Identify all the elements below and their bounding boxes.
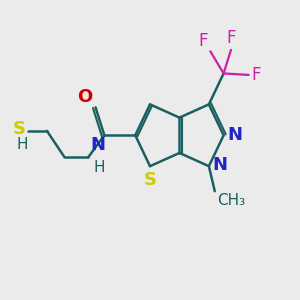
Text: O: O [77,88,93,106]
Text: N: N [91,136,106,154]
Text: CH₃: CH₃ [217,193,245,208]
Text: H: H [17,137,28,152]
Text: S: S [13,120,26,138]
Text: N: N [212,156,227,174]
Text: F: F [252,66,261,84]
Text: S: S [143,172,157,190]
Text: N: N [227,126,242,144]
Text: H: H [94,160,105,175]
Text: F: F [199,32,208,50]
Text: F: F [227,29,236,47]
